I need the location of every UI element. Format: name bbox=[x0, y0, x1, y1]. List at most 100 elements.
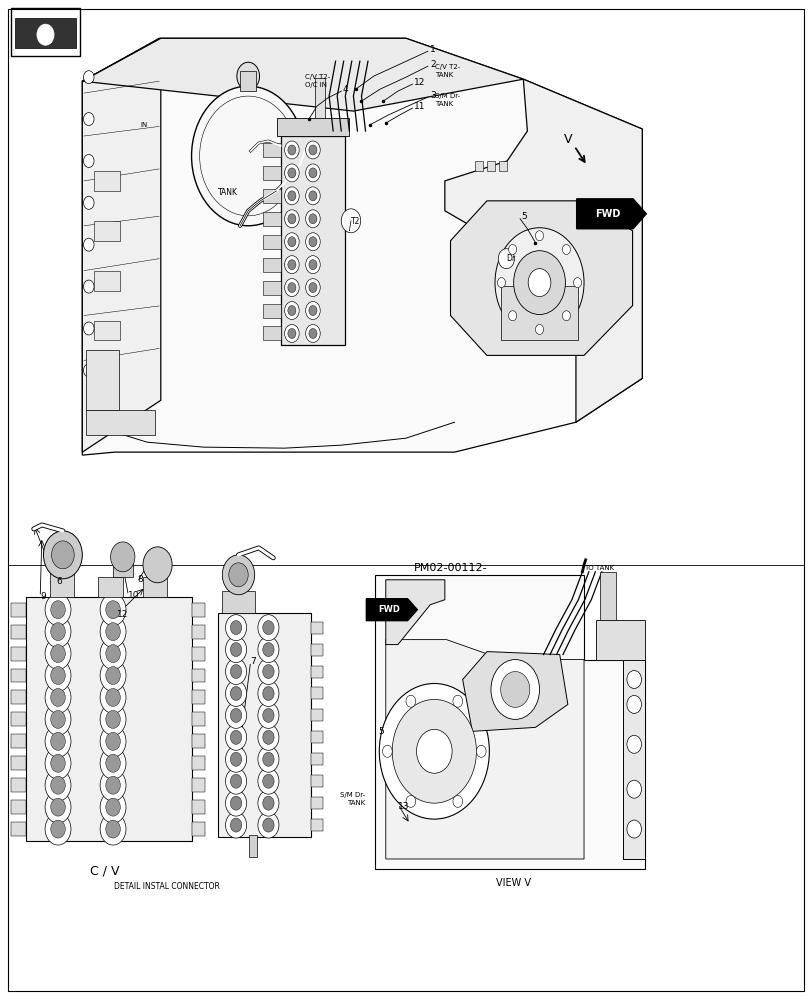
Bar bbox=[11, 756, 26, 770]
Text: 12: 12 bbox=[414, 78, 425, 87]
Bar bbox=[113, 559, 133, 577]
Circle shape bbox=[51, 820, 65, 838]
Bar bbox=[191, 712, 204, 726]
Circle shape bbox=[287, 145, 295, 155]
Circle shape bbox=[498, 249, 514, 269]
Circle shape bbox=[258, 637, 279, 663]
Bar bbox=[240, 71, 256, 91]
Text: 1: 1 bbox=[430, 45, 436, 54]
Circle shape bbox=[508, 244, 516, 254]
Circle shape bbox=[100, 747, 126, 779]
Bar bbox=[86, 350, 118, 410]
Circle shape bbox=[305, 302, 320, 320]
Circle shape bbox=[508, 311, 516, 321]
Bar bbox=[311, 753, 322, 765]
Circle shape bbox=[263, 686, 274, 700]
Circle shape bbox=[230, 665, 242, 679]
Circle shape bbox=[379, 683, 489, 819]
Circle shape bbox=[100, 616, 126, 648]
Circle shape bbox=[225, 637, 247, 663]
Circle shape bbox=[105, 623, 120, 641]
Circle shape bbox=[100, 638, 126, 670]
Circle shape bbox=[258, 790, 279, 816]
Circle shape bbox=[453, 795, 462, 807]
Circle shape bbox=[45, 791, 71, 823]
Circle shape bbox=[100, 703, 126, 735]
Text: 12: 12 bbox=[117, 610, 128, 619]
Text: S/M Dr-
TANK: S/M Dr- TANK bbox=[340, 792, 365, 806]
Text: S/M Dr-
TANK: S/M Dr- TANK bbox=[435, 93, 460, 107]
Bar bbox=[26, 597, 191, 841]
Circle shape bbox=[305, 324, 320, 342]
Bar bbox=[263, 304, 281, 318]
Bar bbox=[11, 734, 26, 748]
Circle shape bbox=[51, 754, 65, 772]
Bar bbox=[263, 326, 281, 340]
Text: 8: 8 bbox=[137, 575, 143, 584]
Text: FWD: FWD bbox=[594, 209, 620, 219]
Polygon shape bbox=[576, 199, 646, 229]
Circle shape bbox=[84, 154, 94, 167]
Circle shape bbox=[45, 660, 71, 691]
Bar bbox=[191, 778, 204, 792]
Text: 13: 13 bbox=[397, 802, 409, 811]
Circle shape bbox=[229, 563, 248, 587]
Circle shape bbox=[143, 547, 172, 583]
Polygon shape bbox=[82, 38, 642, 455]
Polygon shape bbox=[82, 38, 161, 452]
Circle shape bbox=[258, 768, 279, 794]
Circle shape bbox=[287, 260, 295, 270]
Circle shape bbox=[258, 746, 279, 772]
Circle shape bbox=[225, 702, 247, 728]
Text: 9: 9 bbox=[41, 592, 46, 601]
Bar bbox=[311, 797, 322, 809]
Circle shape bbox=[527, 269, 550, 297]
Circle shape bbox=[573, 278, 581, 288]
Polygon shape bbox=[450, 201, 632, 355]
Circle shape bbox=[105, 798, 120, 816]
Bar bbox=[311, 644, 322, 656]
Text: T2: T2 bbox=[350, 217, 360, 226]
Circle shape bbox=[37, 24, 54, 45]
Circle shape bbox=[84, 364, 94, 377]
Text: 4: 4 bbox=[342, 85, 348, 94]
Bar bbox=[311, 709, 322, 721]
Circle shape bbox=[341, 209, 360, 233]
Circle shape bbox=[285, 279, 298, 297]
Circle shape bbox=[258, 615, 279, 641]
Circle shape bbox=[44, 531, 82, 579]
Circle shape bbox=[308, 260, 316, 270]
Bar bbox=[11, 647, 26, 661]
Bar bbox=[191, 756, 204, 770]
Circle shape bbox=[230, 774, 242, 788]
Circle shape bbox=[453, 695, 462, 707]
Text: V: V bbox=[563, 133, 572, 146]
Circle shape bbox=[100, 813, 126, 845]
Circle shape bbox=[287, 237, 295, 247]
Circle shape bbox=[225, 724, 247, 750]
Bar bbox=[94, 221, 120, 241]
Text: 11: 11 bbox=[414, 102, 425, 111]
Bar bbox=[222, 591, 255, 613]
Circle shape bbox=[45, 594, 71, 626]
Circle shape bbox=[105, 754, 120, 772]
Circle shape bbox=[287, 306, 295, 316]
Bar bbox=[191, 822, 204, 836]
Bar bbox=[11, 690, 26, 704]
Text: TANK: TANK bbox=[218, 188, 238, 197]
Bar bbox=[311, 622, 322, 634]
Bar bbox=[263, 212, 281, 226]
Circle shape bbox=[626, 735, 641, 753]
Circle shape bbox=[225, 659, 247, 684]
Circle shape bbox=[45, 616, 71, 648]
Circle shape bbox=[258, 724, 279, 750]
Circle shape bbox=[105, 688, 120, 706]
Text: TO TANK: TO TANK bbox=[583, 565, 613, 571]
Circle shape bbox=[263, 643, 274, 657]
Circle shape bbox=[285, 256, 298, 274]
Bar bbox=[11, 712, 26, 726]
Circle shape bbox=[84, 196, 94, 209]
Bar bbox=[311, 687, 322, 699]
Circle shape bbox=[308, 328, 316, 338]
Circle shape bbox=[45, 769, 71, 801]
